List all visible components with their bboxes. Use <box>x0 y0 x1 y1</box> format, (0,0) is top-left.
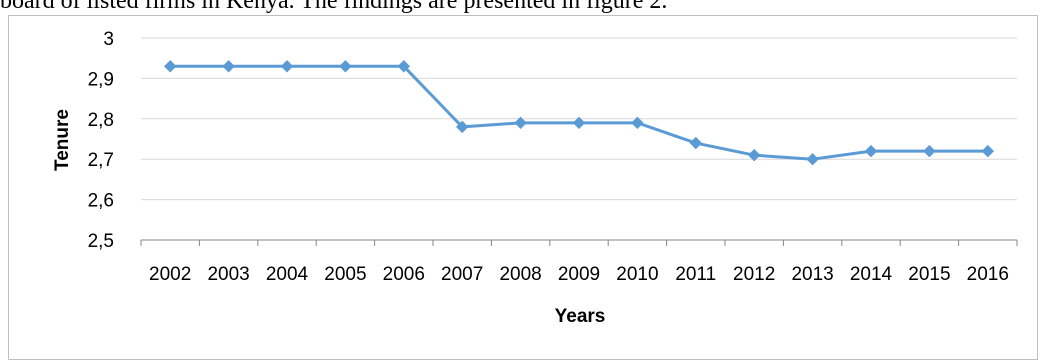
data-point-marker <box>222 60 235 73</box>
x-tick-label: 2002 <box>149 264 191 285</box>
data-point-marker <box>689 136 703 150</box>
y-tick-label: 3 <box>103 29 114 50</box>
x-tick-label: 2010 <box>616 264 658 285</box>
x-tick-label: 2011 <box>675 264 716 285</box>
data-point-marker <box>280 60 294 73</box>
y-tick-label: 2,7 <box>88 150 114 171</box>
x-tick-label: 2009 <box>558 264 600 285</box>
x-tick-label: 2016 <box>967 264 1009 285</box>
x-axis-title: Years <box>555 306 606 327</box>
x-tick-label: 2003 <box>207 264 249 285</box>
y-tick-labels: 2,5 2,6 2,7 2,8 2,9 3 <box>88 29 114 252</box>
y-tick-label: 2,8 <box>88 110 114 131</box>
x-tick-label: 2007 <box>441 264 483 285</box>
x-tick-label: 2004 <box>266 264 309 285</box>
data-point-marker <box>864 144 878 158</box>
x-tick-label: 2008 <box>499 264 541 285</box>
series-tenure <box>163 60 995 166</box>
data-point-marker <box>806 152 819 166</box>
x-tick-labels: 2002 2003 2004 2005 2006 2007 2008 2009 2010 2011… <box>149 264 1009 285</box>
y-axis-title: Tenure <box>52 109 73 171</box>
series-line <box>170 64 988 161</box>
data-point-marker <box>572 116 586 130</box>
data-point-marker <box>163 60 177 73</box>
y-tick-label: 2,6 <box>88 191 114 212</box>
data-point-marker <box>455 120 469 134</box>
data-point-marker <box>747 148 761 162</box>
data-point-marker <box>397 60 411 73</box>
data-point-marker <box>923 144 936 158</box>
document-caption-text: board of listed firms in Kenya. The find… <box>0 0 668 14</box>
data-point-marker <box>631 116 644 130</box>
x-tick-label: 2006 <box>383 264 425 285</box>
data-point-marker <box>514 116 527 130</box>
x-tick-label: 2005 <box>324 264 366 285</box>
y-tick-label: 2,9 <box>88 69 114 90</box>
data-point-marker <box>981 144 995 158</box>
chart-frame <box>8 15 1038 360</box>
axes <box>140 239 1018 246</box>
x-tick-label: 2013 <box>791 264 833 285</box>
data-point-marker <box>339 60 352 73</box>
x-tick-label: 2012 <box>733 264 775 285</box>
x-tick-label: 2015 <box>908 264 950 285</box>
y-tick-label: 2,5 <box>88 231 114 252</box>
x-tick-label: 2014 <box>850 264 893 285</box>
